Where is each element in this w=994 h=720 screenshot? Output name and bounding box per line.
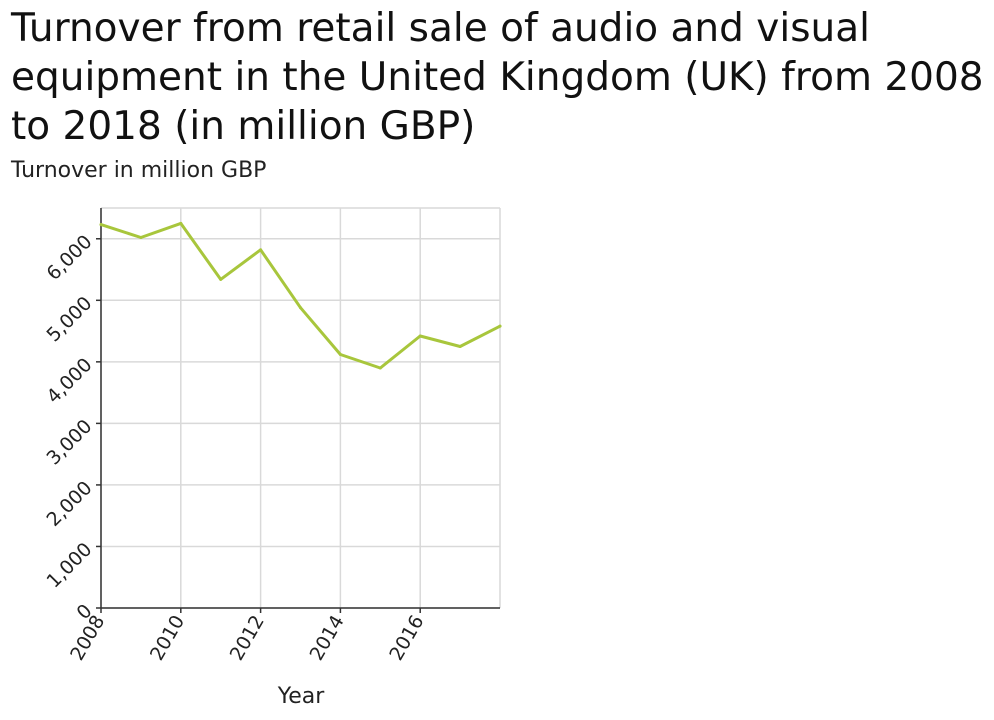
data-point-2017 xyxy=(458,344,462,348)
series-group xyxy=(99,221,502,370)
x-tick-labels: 2008 2010 2012 2014 2016 xyxy=(66,612,428,665)
x-tick-label-3: 2014 xyxy=(305,612,348,665)
y-tick-label-6: 6,000 xyxy=(43,231,97,285)
x-axis-label: Year xyxy=(277,684,326,709)
series-line-0 xyxy=(99,221,502,370)
data-point-2014 xyxy=(338,352,342,356)
data-point-2013 xyxy=(299,306,302,310)
axes xyxy=(96,208,500,613)
x-tick-label-4: 2016 xyxy=(385,612,428,665)
x-tick-label-1: 2010 xyxy=(146,612,189,665)
y-axis-label: Turnover in million GBP xyxy=(11,158,267,183)
y-tick-label-3: 3,000 xyxy=(43,415,97,469)
data-point-2009 xyxy=(139,236,143,240)
y-tick-label-5: 5,000 xyxy=(43,292,97,346)
data-point-2010 xyxy=(179,221,183,225)
y-tick-label-2: 2,000 xyxy=(43,477,97,531)
y-tick-label-4: 4,000 xyxy=(43,354,97,408)
data-point-2018 xyxy=(498,324,502,328)
data-point-2008 xyxy=(99,223,103,227)
x-tick-label-0: 2008 xyxy=(66,612,109,665)
x-tick-label-2: 2012 xyxy=(226,612,269,665)
y-tick-label-1: 1,000 xyxy=(43,538,97,592)
data-point-2012 xyxy=(259,248,263,252)
chart-title: Turnover from retail sale of audio and v… xyxy=(11,6,984,149)
data-point-2016 xyxy=(418,334,422,338)
grid xyxy=(100,207,501,609)
data-point-2015 xyxy=(378,366,382,370)
data-point-2011 xyxy=(219,277,223,281)
